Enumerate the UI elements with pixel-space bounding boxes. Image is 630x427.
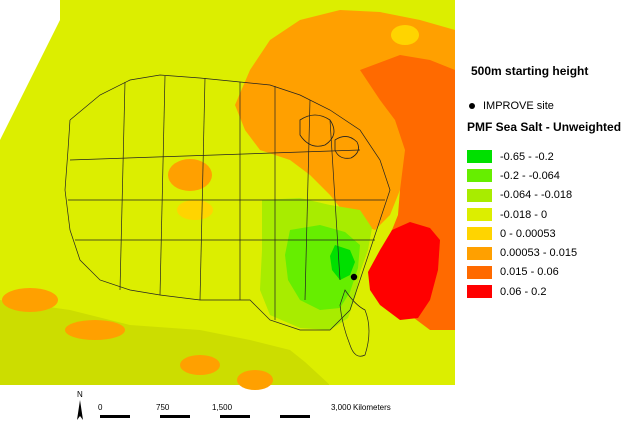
south-orange-patch <box>237 370 273 390</box>
legend-swatch <box>467 246 492 260</box>
southeast-core-green-region <box>330 245 355 280</box>
legend-item: -0.2 - -0.064 <box>467 166 577 185</box>
legend-swatch <box>467 188 492 202</box>
west-coast-orange-patch-2 <box>65 320 125 340</box>
plains-orange-patch <box>168 159 212 191</box>
legend-label: -0.2 - -0.064 <box>500 169 560 182</box>
legend-item: -0.064 - -0.018 <box>467 186 577 205</box>
northeast-yellow-patch <box>391 25 419 45</box>
legend-swatch <box>467 169 492 183</box>
improve-site-legend: IMPROVE site <box>469 100 554 112</box>
legend-item: -0.65 - -0.2 <box>467 147 577 166</box>
legend-title: PMF Sea Salt - Unweighted <box>467 120 622 134</box>
gulf-orange-patch <box>180 355 220 375</box>
legend-item: 0.00053 - 0.015 <box>467 243 577 262</box>
southeast-red-patch <box>368 222 440 320</box>
legend-label: 0.00053 - 0.015 <box>500 247 578 260</box>
florida-outline <box>339 289 370 357</box>
legend-label: -0.018 - 0 <box>500 208 548 221</box>
north-arrow-icon: N <box>77 390 83 420</box>
map-area[interactable]: N 0 750 1,500 3,000 Kilometers <box>0 0 455 427</box>
legend-panel: 500m starting height IMPROVE site PMF Se… <box>455 0 630 427</box>
legend-swatch <box>467 227 492 241</box>
legend-item: -0.018 - 0 <box>467 205 577 224</box>
legend-label: -0.064 - -0.018 <box>500 189 573 202</box>
legend-label: 0.015 - 0.06 <box>500 266 559 279</box>
legend-item: 0.06 - 0.2 <box>467 282 577 301</box>
legend-swatch <box>467 208 492 222</box>
west-coast-orange-patch-1 <box>2 288 58 312</box>
southeast-bright-green-region <box>285 225 360 310</box>
legend-items: -0.65 - -0.2 -0.2 - -0.064 -0.064 - -0.018… <box>467 147 577 301</box>
legend-item: 0.015 - 0.06 <box>467 263 577 282</box>
central-orange-patch <box>177 200 213 220</box>
scale-tick-0: 0 <box>98 403 103 412</box>
scale-tick-3000: 3,000 <box>331 403 352 412</box>
svg-text:N: N <box>77 390 83 399</box>
legend-label: 0.06 - 0.2 <box>500 285 547 298</box>
scale-bar: 0 750 1,500 3,000 Kilometers <box>98 403 391 418</box>
scale-units: Kilometers <box>353 403 391 412</box>
site-dot-icon <box>469 103 475 109</box>
legend-swatch <box>467 285 492 299</box>
scale-tick-750: 750 <box>156 403 170 412</box>
legend-item: 0 - 0.00053 <box>467 224 577 243</box>
map-canvas[interactable]: N 0 750 1,500 3,000 Kilometers <box>0 0 455 427</box>
state-boundaries <box>64 74 391 331</box>
improve-site-marker[interactable] <box>350 273 358 281</box>
legend-label: -0.65 - -0.2 <box>500 150 554 163</box>
legend-swatch <box>467 265 492 279</box>
legend-label: 0 - 0.00053 <box>500 227 556 240</box>
scale-tick-1500: 1,500 <box>212 403 233 412</box>
great-lakes <box>299 114 359 159</box>
site-label: IMPROVE site <box>483 100 554 112</box>
starting-height-label: 500m starting height <box>471 64 589 78</box>
legend-swatch <box>467 150 492 164</box>
